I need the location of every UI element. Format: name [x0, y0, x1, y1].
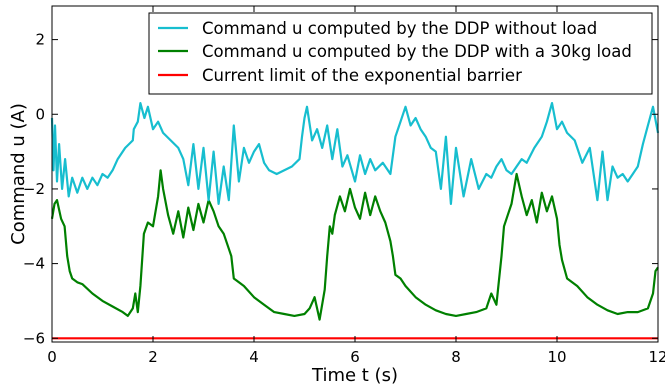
- legend-label-30kg-load: Command u computed by the DDP with a 30k…: [202, 42, 632, 61]
- series-line-no-load: [50, 102, 660, 205]
- x-tick-label: 0: [47, 348, 57, 366]
- x-tick-label: 6: [350, 348, 360, 366]
- x-tick-label: 12: [648, 348, 665, 366]
- legend-label-no-load: Command u computed by the DDP without lo…: [202, 19, 597, 38]
- chart-legend: Command u computed by the DDP without lo…: [148, 12, 653, 95]
- y-axis-label: Command u (A): [8, 103, 29, 245]
- y-tick-label: 2: [35, 31, 45, 49]
- series-line-30kg-load: [50, 169, 659, 321]
- axis-ticks: 0 2 4 6 8 10 12 2 0 −2 −4 −6: [23, 6, 665, 366]
- x-tick-label: 4: [249, 348, 259, 366]
- x-tick-label: 2: [148, 348, 158, 366]
- series-layer: [50, 102, 660, 340]
- x-tick-label: 10: [547, 348, 566, 366]
- x-tick-label: 8: [451, 348, 461, 366]
- legend-box: [148, 12, 653, 95]
- y-tick-label: −6: [23, 329, 45, 347]
- y-tick-label: −2: [23, 180, 45, 198]
- legend-label-current-limit: Current limit of the exponential barrier: [202, 66, 522, 85]
- y-tick-label: 0: [35, 105, 45, 123]
- y-tick-label: −4: [23, 255, 45, 273]
- x-axis-label: Time t (s): [311, 365, 398, 385]
